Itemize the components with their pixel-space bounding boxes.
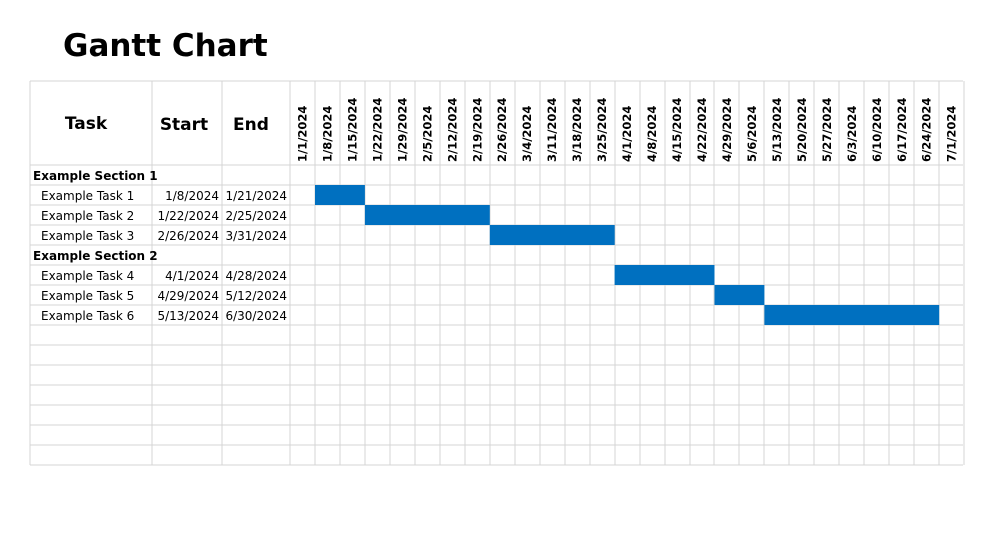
section-label: Example Section 1 [33,169,158,183]
header-task: Task [65,114,108,134]
timeline-tick-label: 1/8/2024 [321,106,335,162]
gantt-bar [489,225,615,245]
task-label: Example Task 2 [41,209,134,223]
gantt-bar [614,265,715,285]
chart-title: Gantt Chart [63,28,268,64]
timeline-tick-label: 1/15/2024 [345,98,359,162]
timeline-tick-label: 3/25/2024 [595,98,609,162]
timeline-tick-label: 5/27/2024 [820,98,834,162]
section-label: Example Section 2 [33,249,158,263]
task-label: Example Task 3 [41,229,134,243]
header-start: Start [160,115,208,135]
task-start: 1/22/2024 [157,209,219,223]
timeline-tick-label: 6/17/2024 [895,98,909,162]
header-end: End [233,115,269,135]
timeline-tick-label: 3/11/2024 [545,98,559,162]
timeline-tick-label: 3/18/2024 [570,98,584,162]
task-label: Example Task 4 [41,269,134,283]
timeline-tick-label: 6/24/2024 [920,98,934,162]
task-start: 5/13/2024 [157,309,219,323]
timeline-tick-label: 4/22/2024 [695,98,709,162]
task-end: 1/21/2024 [225,189,287,203]
task-end: 4/28/2024 [225,269,287,283]
timeline-tick-label: 5/20/2024 [795,98,809,162]
gantt-bar [315,185,365,205]
timeline-tick-label: 2/19/2024 [470,98,484,162]
timeline-tick-label: 2/5/2024 [420,106,434,162]
task-start: 2/26/2024 [157,229,219,243]
gantt-bar [364,205,490,225]
timeline-tick-label: 1/22/2024 [370,98,384,162]
timeline-tick-label: 1/1/2024 [296,106,310,162]
gantt-bar [714,285,765,305]
task-end: 6/30/2024 [225,309,287,323]
timeline-tick-label: 5/13/2024 [770,98,784,162]
task-label: Example Task 1 [41,189,134,203]
gantt-bar [764,305,940,325]
timeline-tick-label: 1/29/2024 [395,98,409,162]
timeline-tick-label: 6/10/2024 [870,98,884,162]
timeline-tick-label: 6/3/2024 [845,106,859,162]
task-start: 1/8/2024 [165,189,219,203]
timeline-tick-label: 5/6/2024 [745,106,759,162]
task-label: Example Task 5 [41,289,134,303]
task-end: 5/12/2024 [225,289,287,303]
timeline-tick-label: 2/12/2024 [445,98,459,162]
task-start: 4/29/2024 [157,289,219,303]
timeline-tick-label: 4/1/2024 [620,106,634,162]
timeline-tick-label: 7/1/2024 [945,106,959,162]
task-label: Example Task 6 [41,309,134,323]
timeline-tick-label: 2/26/2024 [495,98,509,162]
timeline-tick-label: 4/15/2024 [670,98,684,162]
task-end: 2/25/2024 [225,209,287,223]
timeline-tick-label: 3/4/2024 [520,106,534,162]
task-start: 4/1/2024 [165,269,219,283]
timeline-tick-label: 4/8/2024 [645,106,659,162]
timeline-tick-label: 4/29/2024 [720,98,734,162]
task-end: 3/31/2024 [225,229,287,243]
